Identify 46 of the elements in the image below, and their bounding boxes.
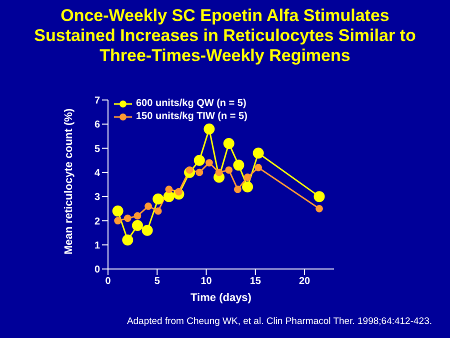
point	[163, 191, 174, 202]
point	[132, 220, 143, 232]
point	[112, 206, 124, 217]
point	[196, 168, 204, 176]
point	[215, 168, 223, 176]
point	[124, 214, 132, 222]
y-tick-label: 4	[94, 168, 100, 179]
point	[225, 166, 233, 174]
point	[194, 154, 205, 166]
x-tick-label: 15	[250, 276, 262, 288]
point	[316, 204, 323, 212]
point	[144, 202, 152, 210]
point	[204, 123, 215, 134]
point	[142, 224, 153, 236]
x-tick-label: 20	[298, 276, 311, 288]
y-tick-label: 7	[94, 96, 100, 107]
point	[114, 217, 122, 224]
point	[154, 207, 162, 215]
point	[314, 191, 325, 202]
legend-label: 600 units/kg QW (n = 5)	[136, 97, 246, 110]
point	[242, 181, 254, 192]
text: Adapted from Cheung WK, et al. Clin Pharmacol Ther. 1998;64:412-423.	[126, 316, 432, 327]
x-tick-label: 0	[105, 276, 112, 288]
x-tick-label: 5	[154, 276, 160, 288]
y-tick-label: 0	[94, 264, 100, 276]
y-tick-label: 3	[94, 192, 100, 204]
x-tick-label: 10	[200, 276, 212, 288]
point	[134, 212, 142, 220]
chart-title: Once-Weekly SC Epoetin Alfa Stimulates Sustained Increases in Reticulocytes Similar to Three-Times-Weekly Regimens	[33, 6, 417, 66]
point	[223, 138, 234, 149]
y-tick-label: 6	[94, 120, 100, 131]
point	[244, 174, 252, 181]
point	[234, 186, 242, 194]
legend-label: 150 units/kg TIW (n = 5)	[136, 110, 248, 123]
point	[165, 186, 173, 194]
x-axis-title: Time (days)	[190, 292, 252, 304]
point	[206, 159, 213, 166]
y-tick-label: 5	[94, 144, 100, 155]
point	[152, 193, 164, 204]
y-axis-title: Mean reticulocyte count (%)	[62, 108, 75, 254]
point	[254, 164, 262, 172]
point	[122, 234, 134, 246]
y-tick-label: 1	[94, 240, 100, 252]
point	[252, 148, 264, 159]
y-tick-label: 2	[94, 216, 100, 228]
point	[233, 160, 244, 171]
